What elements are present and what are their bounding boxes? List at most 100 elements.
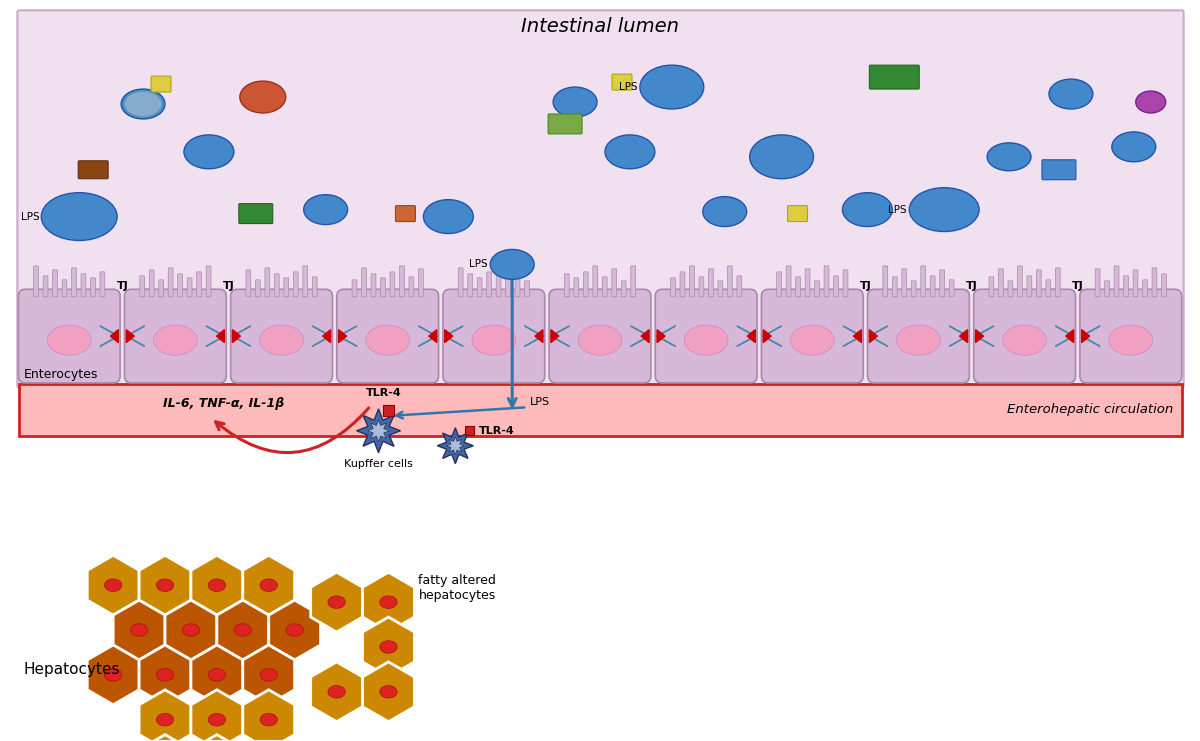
FancyBboxPatch shape bbox=[548, 114, 582, 134]
Ellipse shape bbox=[1112, 132, 1156, 162]
Polygon shape bbox=[269, 600, 320, 660]
FancyBboxPatch shape bbox=[998, 269, 1003, 297]
FancyBboxPatch shape bbox=[834, 276, 839, 297]
Ellipse shape bbox=[684, 325, 728, 355]
FancyBboxPatch shape bbox=[168, 268, 173, 297]
FancyBboxPatch shape bbox=[655, 289, 757, 383]
FancyArrow shape bbox=[641, 330, 649, 342]
Polygon shape bbox=[191, 645, 242, 705]
Ellipse shape bbox=[578, 325, 622, 355]
FancyBboxPatch shape bbox=[690, 266, 695, 297]
FancyBboxPatch shape bbox=[34, 266, 38, 297]
FancyBboxPatch shape bbox=[1018, 266, 1022, 297]
Polygon shape bbox=[446, 436, 464, 455]
FancyBboxPatch shape bbox=[883, 266, 888, 297]
Ellipse shape bbox=[260, 668, 277, 681]
Ellipse shape bbox=[259, 325, 304, 355]
Ellipse shape bbox=[184, 135, 234, 169]
Polygon shape bbox=[191, 555, 242, 615]
Ellipse shape bbox=[208, 668, 226, 681]
Polygon shape bbox=[362, 572, 414, 632]
FancyBboxPatch shape bbox=[718, 281, 722, 297]
FancyBboxPatch shape bbox=[187, 278, 192, 297]
FancyBboxPatch shape bbox=[478, 278, 482, 297]
Ellipse shape bbox=[208, 714, 226, 726]
Polygon shape bbox=[88, 645, 139, 705]
Ellipse shape bbox=[240, 81, 286, 113]
Ellipse shape bbox=[553, 87, 598, 117]
FancyBboxPatch shape bbox=[786, 266, 791, 297]
Ellipse shape bbox=[208, 579, 226, 591]
FancyBboxPatch shape bbox=[400, 266, 404, 297]
FancyBboxPatch shape bbox=[419, 269, 424, 297]
FancyBboxPatch shape bbox=[352, 280, 356, 297]
FancyArrow shape bbox=[338, 330, 347, 342]
Polygon shape bbox=[113, 600, 166, 660]
Ellipse shape bbox=[1109, 325, 1153, 355]
FancyBboxPatch shape bbox=[284, 278, 289, 297]
FancyBboxPatch shape bbox=[125, 289, 227, 383]
Text: TJ: TJ bbox=[966, 282, 978, 291]
FancyBboxPatch shape bbox=[72, 268, 77, 297]
Text: TJ: TJ bbox=[116, 282, 128, 291]
Ellipse shape bbox=[260, 714, 277, 726]
FancyBboxPatch shape bbox=[458, 268, 463, 297]
Text: TJ: TJ bbox=[222, 282, 234, 291]
FancyBboxPatch shape bbox=[920, 266, 925, 297]
FancyArrow shape bbox=[658, 330, 665, 342]
FancyBboxPatch shape bbox=[893, 277, 898, 297]
Text: TLR-4: TLR-4 bbox=[479, 426, 515, 436]
Text: TJ: TJ bbox=[859, 282, 871, 291]
Text: Enterocytes: Enterocytes bbox=[23, 368, 97, 381]
FancyBboxPatch shape bbox=[256, 280, 260, 297]
FancyBboxPatch shape bbox=[82, 274, 86, 297]
Polygon shape bbox=[362, 617, 414, 677]
FancyArrow shape bbox=[428, 330, 437, 342]
Text: LPS: LPS bbox=[20, 212, 40, 222]
Polygon shape bbox=[139, 734, 191, 741]
FancyBboxPatch shape bbox=[505, 277, 510, 297]
FancyBboxPatch shape bbox=[612, 269, 617, 297]
Ellipse shape bbox=[842, 193, 893, 227]
FancyBboxPatch shape bbox=[708, 269, 713, 297]
FancyBboxPatch shape bbox=[390, 272, 395, 297]
FancyArrow shape bbox=[1081, 330, 1090, 342]
Text: fatty altered
hepatocytes: fatty altered hepatocytes bbox=[419, 574, 497, 602]
Ellipse shape bbox=[156, 579, 174, 591]
FancyArrow shape bbox=[976, 330, 984, 342]
Ellipse shape bbox=[156, 714, 174, 726]
Text: LPS: LPS bbox=[530, 397, 551, 408]
FancyBboxPatch shape bbox=[868, 289, 970, 383]
FancyBboxPatch shape bbox=[727, 266, 732, 297]
FancyBboxPatch shape bbox=[487, 272, 492, 297]
Ellipse shape bbox=[182, 624, 199, 637]
FancyBboxPatch shape bbox=[1037, 270, 1042, 297]
FancyArrow shape bbox=[126, 330, 134, 342]
Ellipse shape bbox=[1049, 79, 1093, 109]
Polygon shape bbox=[367, 420, 390, 442]
Ellipse shape bbox=[988, 143, 1031, 170]
Polygon shape bbox=[166, 600, 217, 660]
FancyBboxPatch shape bbox=[671, 278, 676, 297]
FancyBboxPatch shape bbox=[583, 272, 588, 297]
Polygon shape bbox=[311, 662, 362, 722]
FancyArrow shape bbox=[110, 330, 119, 342]
FancyBboxPatch shape bbox=[100, 272, 104, 297]
FancyBboxPatch shape bbox=[602, 277, 607, 297]
FancyArrow shape bbox=[748, 330, 755, 342]
Ellipse shape bbox=[379, 641, 397, 654]
FancyBboxPatch shape bbox=[1133, 270, 1138, 297]
Text: TJ: TJ bbox=[1072, 282, 1084, 291]
FancyBboxPatch shape bbox=[1152, 268, 1157, 297]
FancyBboxPatch shape bbox=[1123, 276, 1128, 297]
FancyBboxPatch shape bbox=[844, 270, 848, 297]
Ellipse shape bbox=[491, 250, 534, 279]
Ellipse shape bbox=[234, 624, 252, 637]
Polygon shape bbox=[362, 662, 414, 722]
FancyBboxPatch shape bbox=[140, 276, 145, 297]
Polygon shape bbox=[88, 555, 139, 615]
FancyArrow shape bbox=[853, 330, 862, 342]
Polygon shape bbox=[139, 690, 191, 741]
FancyBboxPatch shape bbox=[371, 274, 376, 297]
Ellipse shape bbox=[605, 135, 655, 169]
